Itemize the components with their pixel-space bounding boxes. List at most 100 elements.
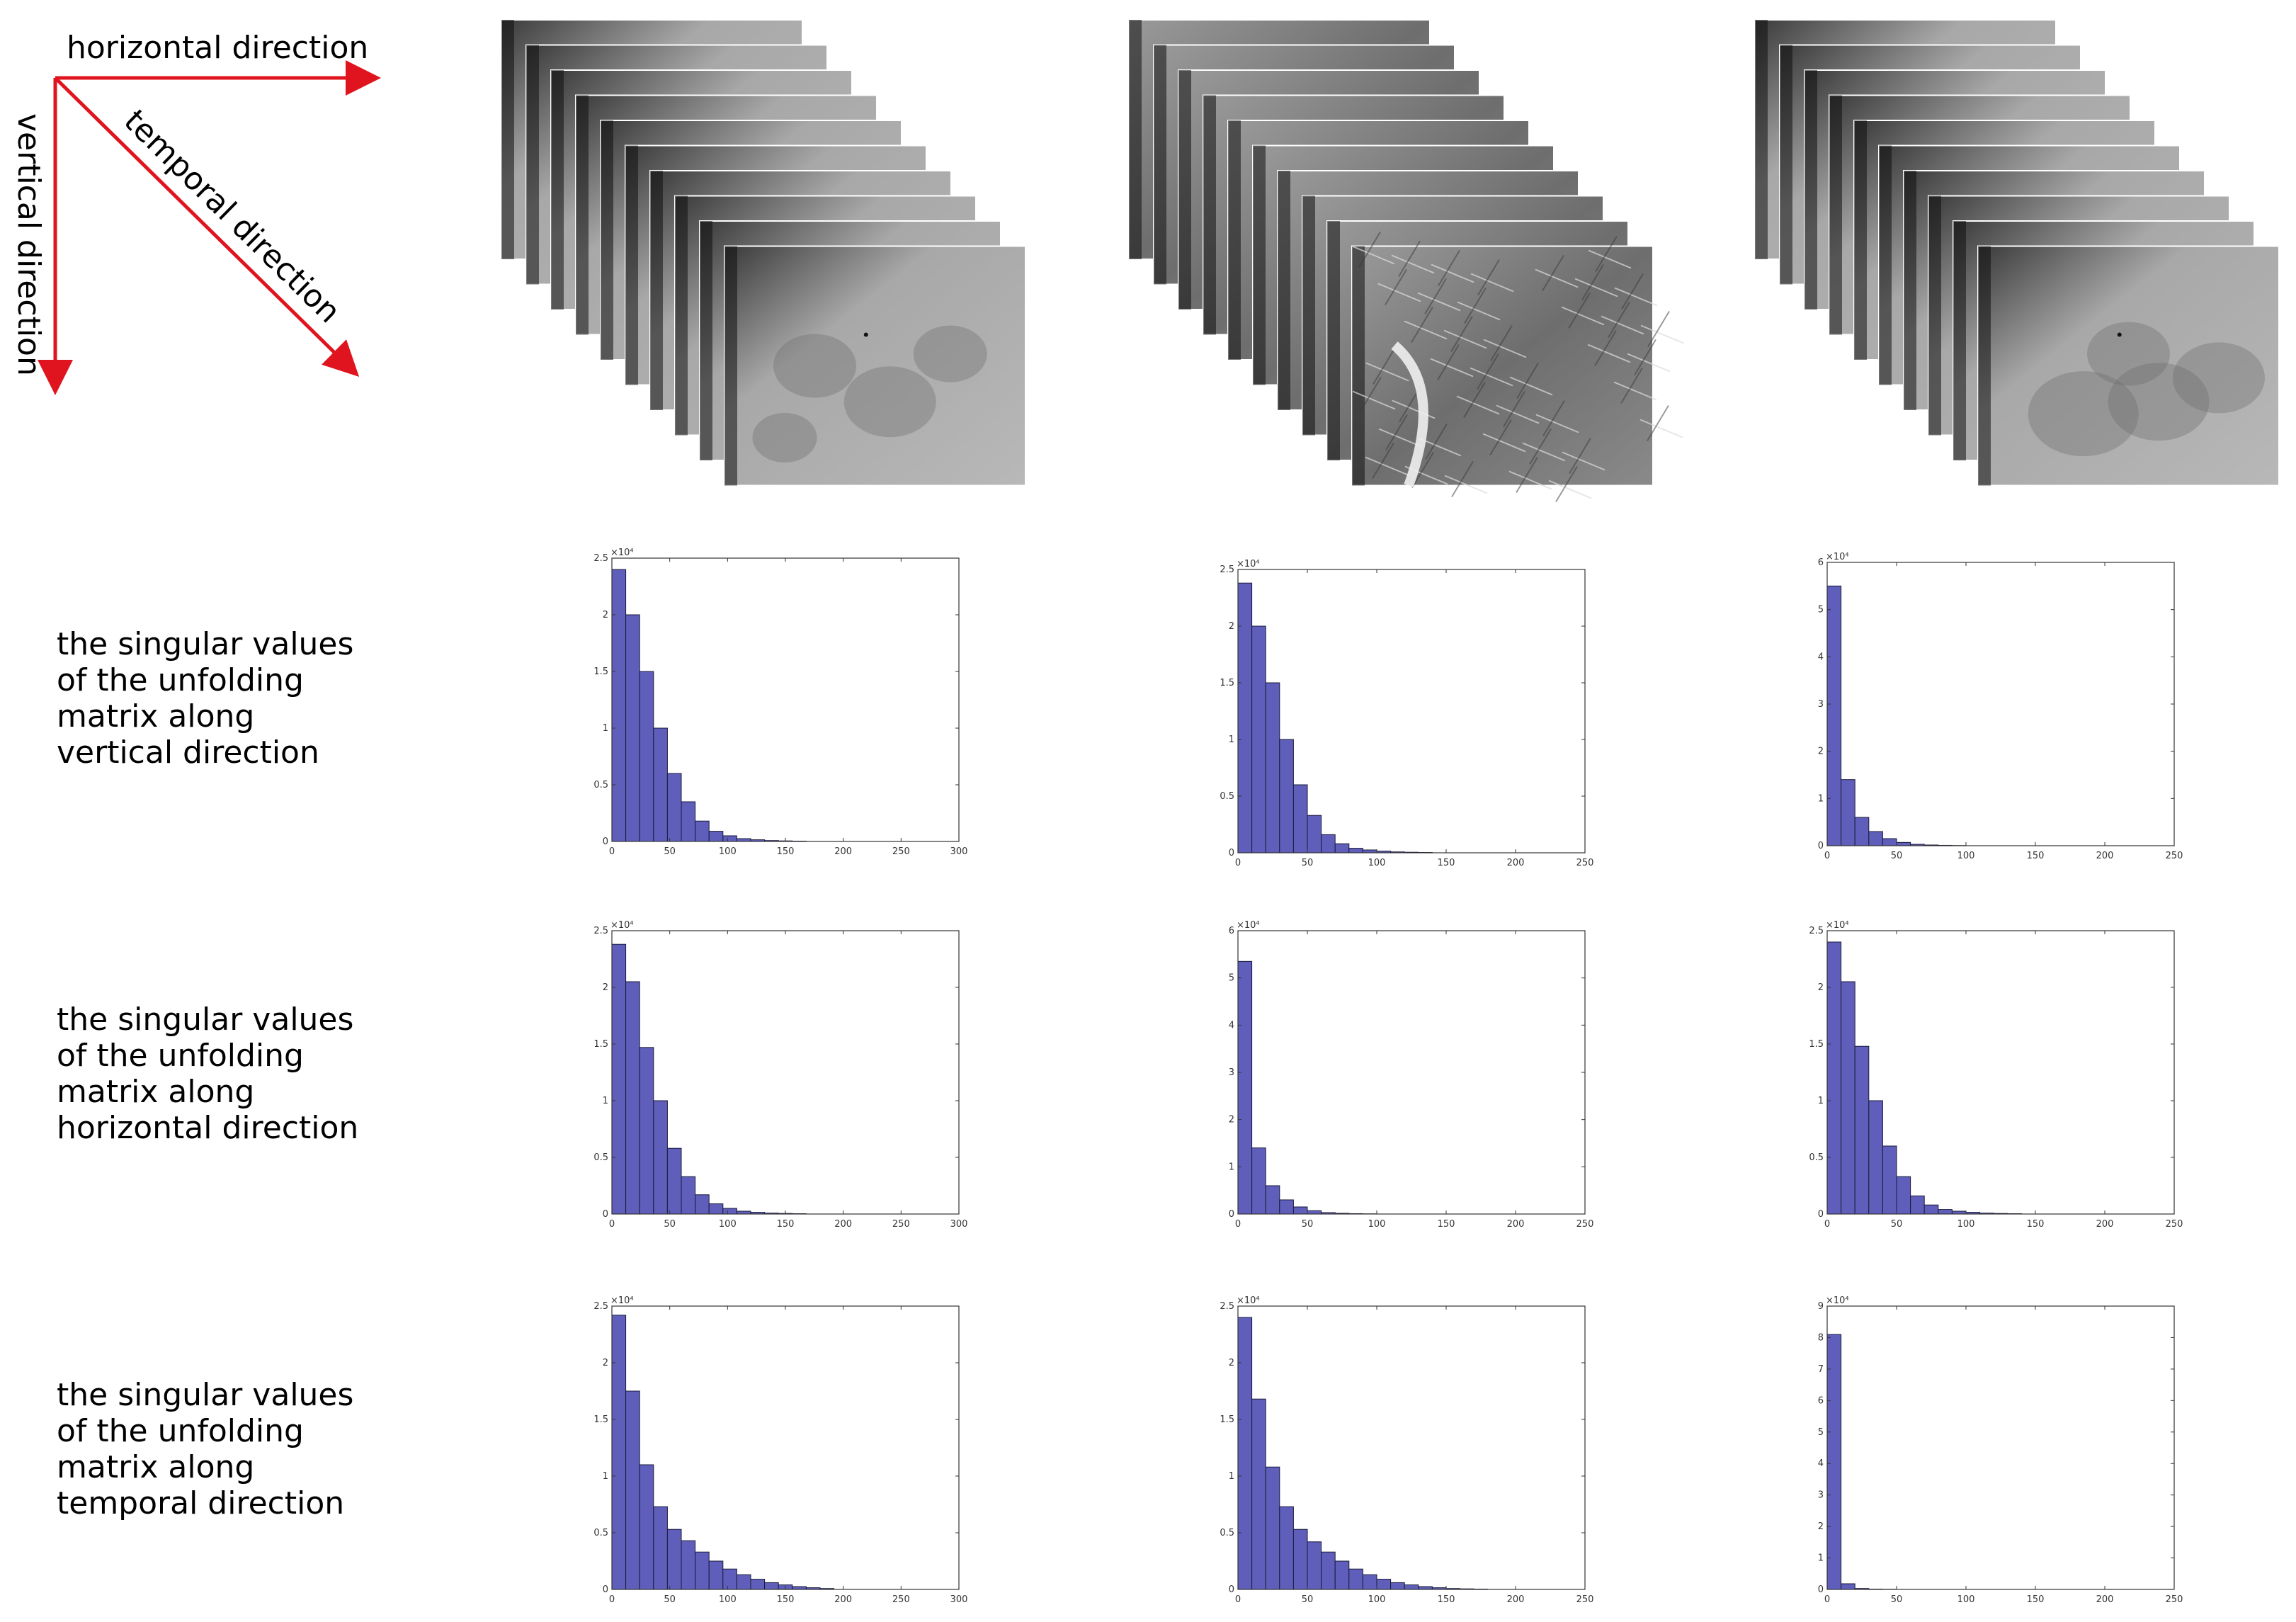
histogram-bar — [612, 569, 626, 841]
histogram-bar — [1252, 1148, 1266, 1214]
x-tick-label: 50 — [1891, 1594, 1903, 1605]
histogram-bar — [667, 1529, 681, 1589]
y-tick-label: 0 — [603, 1209, 608, 1220]
x-tick-label: 50 — [1891, 851, 1903, 861]
y-tick-label: 0 — [1818, 1584, 1824, 1595]
histogram-bar — [612, 944, 626, 1214]
row-label-line: of the unfolding — [57, 1413, 397, 1449]
y-tick-label: 2 — [603, 982, 608, 993]
scale-label: ×10⁴ — [610, 1295, 634, 1306]
y-tick-label: 5 — [1229, 973, 1234, 984]
histogram-bar — [667, 773, 681, 841]
x-tick-label: 100 — [1957, 851, 1975, 861]
x-tick-label: 0 — [1824, 1219, 1830, 1230]
x-tick-label: 150 — [1438, 1219, 1455, 1230]
x-tick-label: 250 — [2166, 1594, 2183, 1605]
y-tick-label: 4 — [1818, 1458, 1824, 1469]
histogram-bar — [723, 1569, 737, 1589]
y-tick-label: 1.5 — [593, 1414, 608, 1425]
x-tick-label: 100 — [719, 1219, 737, 1230]
x-tick-label: 0 — [609, 1219, 615, 1230]
x-tick-label: 150 — [777, 1594, 795, 1605]
scale-label: ×10⁴ — [1826, 920, 1849, 931]
plot-frame — [1827, 1306, 2174, 1589]
scale-label: ×10⁴ — [610, 920, 634, 931]
scale-label: ×10⁴ — [610, 548, 634, 558]
y-tick-label: 1.5 — [593, 667, 608, 677]
scale-label: ×10⁴ — [1826, 1295, 1849, 1306]
y-tick-label: 8 — [1818, 1332, 1824, 1343]
x-tick-label: 250 — [1576, 858, 1594, 868]
scale-label: ×10⁴ — [1237, 1295, 1260, 1306]
x-tick-label: 100 — [719, 846, 737, 857]
histogram-bar — [681, 802, 695, 841]
x-tick-label: 50 — [1302, 1219, 1314, 1230]
y-tick-label: 1 — [1229, 1471, 1234, 1482]
y-tick-label: 0 — [1229, 1209, 1234, 1220]
row-label-line: the singular values — [57, 1002, 397, 1038]
histogram-bar — [626, 982, 640, 1214]
y-tick-label: 0 — [1818, 841, 1824, 851]
histogram-bar — [1307, 815, 1322, 853]
histogram-bar — [1869, 832, 1883, 846]
histogram-bar — [1280, 1507, 1294, 1589]
y-tick-label: 0.5 — [593, 1152, 608, 1163]
x-tick-label: 300 — [950, 846, 968, 857]
histogram-bar — [1349, 1569, 1363, 1589]
frame-stack-1 — [501, 20, 1040, 497]
x-tick-label: 50 — [1302, 858, 1314, 868]
x-tick-label: 150 — [2027, 1594, 2045, 1605]
y-tick-label: 0.5 — [1220, 1528, 1234, 1538]
histogram-bar — [1827, 586, 1841, 846]
x-tick-label: 0 — [609, 1594, 615, 1605]
x-tick-label: 50 — [664, 1594, 676, 1605]
y-tick-label: 2.5 — [593, 553, 608, 564]
scale-label: ×10⁴ — [1826, 552, 1849, 562]
row-label-horizontal: the singular values of the unfolding mat… — [57, 1002, 397, 1146]
scale-label: ×10⁴ — [1237, 559, 1260, 569]
histogram-bar — [1307, 1542, 1322, 1589]
y-tick-label: 2 — [1818, 982, 1824, 993]
y-tick-label: 1.5 — [593, 1039, 608, 1050]
x-tick-label: 0 — [1824, 1594, 1830, 1605]
y-tick-label: 2 — [603, 1358, 608, 1368]
histogram-bar — [1827, 1334, 1841, 1589]
histogram-bar — [737, 1575, 751, 1589]
histogram-bar — [792, 1587, 807, 1589]
histogram-bar — [1924, 1205, 1938, 1214]
y-tick-label: 1 — [1818, 793, 1824, 804]
y-tick-label: 2 — [603, 610, 608, 620]
x-tick-label: 200 — [1507, 858, 1525, 868]
x-tick-label: 150 — [777, 1219, 795, 1230]
y-tick-label: 7 — [1818, 1364, 1824, 1375]
histogram-bar — [1841, 982, 1855, 1214]
histogram-bar — [1307, 1210, 1322, 1214]
x-tick-label: 300 — [950, 1594, 968, 1605]
row-label-temporal: the singular values of the unfolding mat… — [57, 1377, 397, 1521]
histogram-bar — [1841, 1584, 1855, 1589]
histogram-bar — [1252, 626, 1266, 853]
y-tick-label: 6 — [1229, 926, 1234, 936]
y-tick-label: 9 — [1818, 1301, 1824, 1312]
histogram-bar — [1252, 1399, 1266, 1589]
histogram-bar — [654, 1101, 668, 1214]
row-label-line: matrix along — [57, 698, 397, 735]
y-tick-label: 2.5 — [1220, 1301, 1234, 1312]
histogram-bar — [1419, 1587, 1433, 1589]
x-tick-label: 0 — [1235, 1594, 1241, 1605]
x-tick-label: 250 — [2166, 1219, 2183, 1230]
y-tick-label: 2.5 — [1220, 565, 1234, 575]
x-tick-label: 200 — [1507, 1219, 1525, 1230]
image-frame — [724, 246, 1025, 486]
x-tick-label: 50 — [1891, 1219, 1903, 1230]
histogram-bar — [1335, 1561, 1349, 1589]
histogram-bar — [1882, 1146, 1897, 1214]
x-tick-label: 100 — [1368, 858, 1386, 868]
frame-stack-3 — [1755, 20, 2293, 497]
histogram-bar — [1855, 817, 1869, 846]
histogram-bar — [626, 1391, 640, 1589]
histogram-bar — [1404, 1585, 1419, 1589]
